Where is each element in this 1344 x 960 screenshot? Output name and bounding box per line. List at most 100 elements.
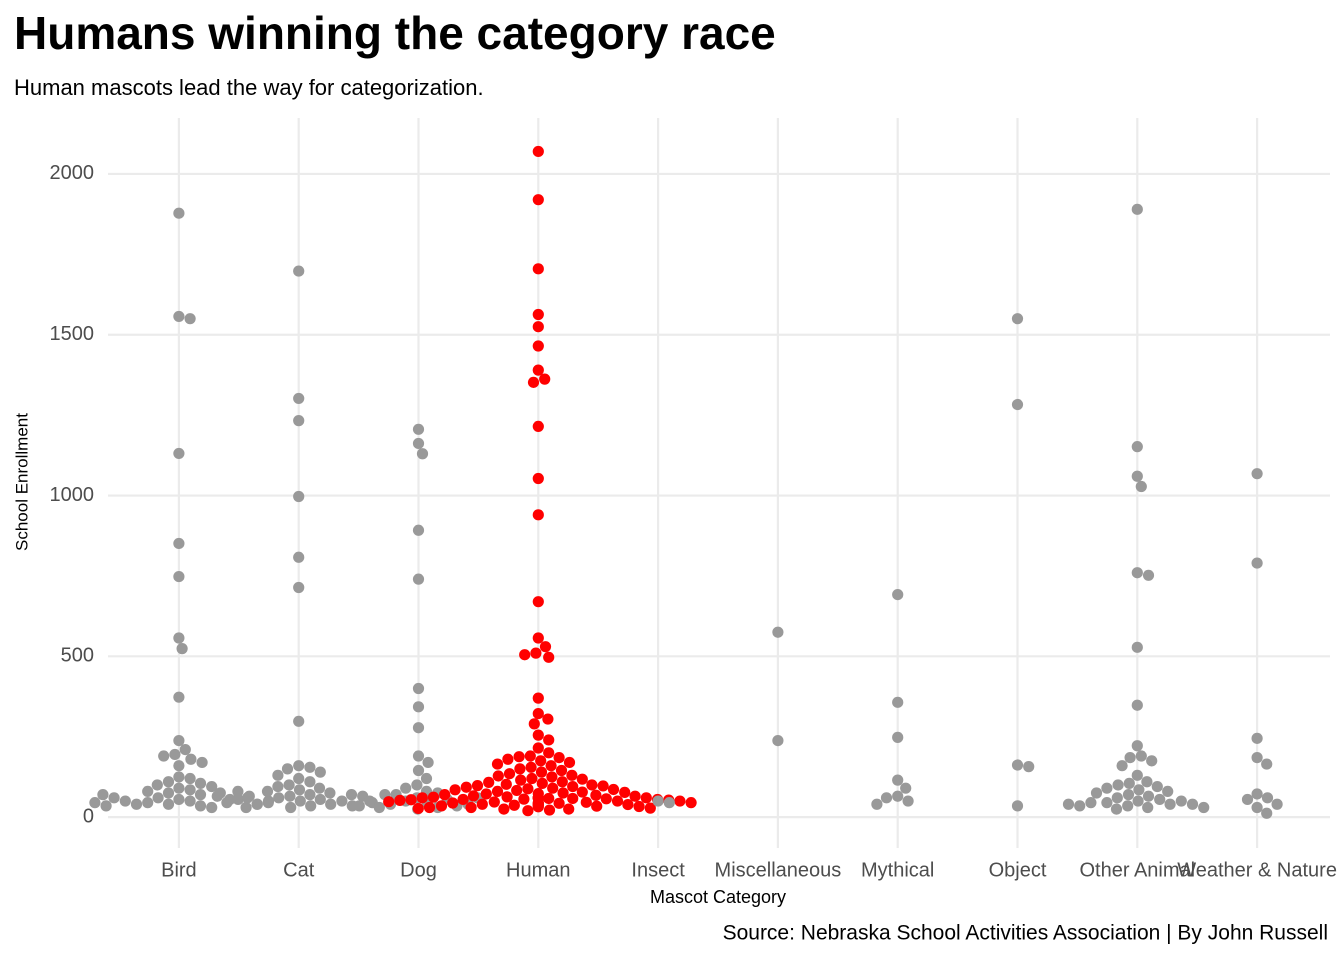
point	[892, 731, 904, 743]
point	[214, 787, 226, 799]
point	[447, 797, 459, 809]
point	[1116, 760, 1128, 772]
point	[325, 798, 337, 810]
point	[173, 310, 185, 323]
point	[100, 800, 112, 812]
point	[313, 782, 326, 794]
point	[491, 758, 504, 770]
point	[563, 803, 575, 815]
chart-subtitle: Human mascots lead the way for categoriz…	[14, 75, 484, 100]
point	[526, 772, 538, 785]
point	[293, 415, 305, 427]
x-tick-label: Insect	[631, 859, 685, 881]
point	[241, 792, 254, 804]
point	[439, 789, 451, 801]
point	[532, 632, 544, 644]
point	[173, 570, 185, 583]
point	[449, 784, 461, 796]
point	[1146, 755, 1158, 767]
point	[591, 800, 603, 812]
point	[532, 194, 544, 206]
point	[644, 802, 656, 814]
point	[304, 776, 316, 788]
point	[1011, 313, 1024, 325]
point	[179, 743, 191, 756]
point	[1142, 790, 1155, 802]
point	[1011, 759, 1024, 771]
point	[412, 802, 424, 815]
point	[272, 769, 284, 781]
point	[519, 649, 531, 661]
point	[546, 771, 558, 783]
point	[460, 781, 472, 793]
point	[394, 794, 406, 807]
point	[600, 793, 612, 805]
point	[500, 778, 512, 790]
point	[1135, 750, 1147, 762]
y-tick-label: 0	[83, 805, 94, 827]
point	[539, 641, 552, 653]
point	[194, 777, 207, 789]
point	[1124, 752, 1136, 764]
point	[1090, 787, 1103, 799]
point	[871, 798, 883, 810]
x-tick-label: Mythical	[861, 859, 934, 881]
point	[151, 779, 163, 791]
point	[173, 793, 185, 806]
point	[532, 801, 544, 813]
point	[293, 715, 305, 727]
point	[284, 790, 296, 802]
point	[685, 797, 697, 809]
point	[1186, 798, 1199, 810]
point	[900, 782, 912, 794]
point	[532, 792, 544, 804]
point	[1271, 798, 1283, 810]
point	[173, 734, 185, 747]
point	[772, 626, 784, 638]
point	[1112, 779, 1124, 791]
point	[566, 769, 578, 781]
point	[184, 784, 196, 796]
point	[498, 803, 510, 815]
point	[1131, 203, 1143, 215]
point	[1122, 789, 1135, 801]
point	[232, 793, 244, 806]
point	[251, 798, 263, 810]
point	[1101, 797, 1113, 809]
point	[293, 784, 306, 796]
point	[629, 790, 641, 802]
point	[652, 795, 664, 807]
point	[416, 792, 428, 804]
point	[580, 796, 592, 808]
point	[547, 782, 559, 794]
point	[892, 774, 904, 786]
x-tick-label: Weather & Nature	[1177, 859, 1337, 881]
point	[619, 786, 631, 798]
point	[532, 145, 544, 158]
caption: Source: Nebraska School Activities Assoc…	[723, 922, 1328, 945]
point	[1131, 441, 1143, 453]
point	[345, 789, 358, 801]
point	[467, 790, 480, 802]
y-axis-title: School Enrollment	[12, 413, 31, 551]
point	[532, 707, 544, 720]
point	[119, 795, 131, 807]
point	[1074, 800, 1086, 812]
x-tick-label: Human	[506, 859, 570, 881]
point	[515, 774, 527, 786]
point	[503, 768, 516, 780]
point	[1251, 557, 1263, 569]
point	[184, 772, 196, 785]
point	[1131, 740, 1143, 752]
point	[412, 701, 425, 713]
point	[567, 792, 579, 805]
point	[173, 447, 185, 460]
point	[611, 795, 624, 807]
x-tick-label: Other Animal	[1079, 859, 1195, 881]
point	[674, 795, 686, 807]
point	[422, 756, 434, 769]
point	[633, 800, 645, 813]
point	[293, 581, 305, 594]
point	[304, 761, 316, 773]
point	[285, 801, 297, 814]
